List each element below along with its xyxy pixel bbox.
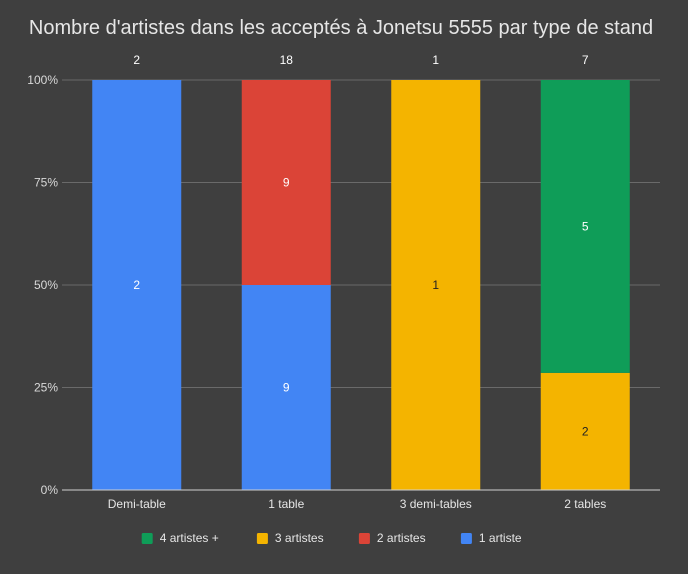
bar-segment (241, 285, 331, 490)
legend-swatch (460, 533, 472, 544)
bar-value-label: 2 (582, 424, 589, 438)
bar-value-label: 2 (133, 278, 140, 292)
bar-segment (540, 80, 630, 373)
bar-value-label: 9 (283, 381, 290, 395)
legend-entry: 3 artistes (275, 531, 324, 545)
bar-value-label: 1 (432, 278, 439, 292)
bar-total-label: 7 (582, 53, 589, 67)
bar-total-label: 2 (133, 53, 140, 67)
y-tick-label: 100% (27, 73, 58, 87)
x-tick-label: 1 table (268, 497, 304, 511)
bar-value-label: 5 (582, 219, 589, 233)
legend-swatch (256, 533, 268, 544)
bar-total-label: 18 (280, 53, 294, 67)
y-tick-label: 25% (34, 381, 58, 395)
bar-value-label: 9 (283, 176, 290, 190)
legend-entry: 1 artiste (479, 531, 522, 545)
y-tick-label: 0% (41, 483, 59, 497)
bar-segment (391, 80, 481, 490)
axes: 0% 25% 50% 75% 100% Demi-table 1 table 3 demi-t… (27, 73, 660, 511)
bar-total-label: 1 (432, 53, 439, 67)
y-tick-label: 75% (34, 176, 58, 190)
bar-segment (241, 80, 331, 285)
data-labels: 2 2 9 9 18 1 1 2 5 7 (133, 53, 589, 438)
bar-segment (92, 80, 182, 490)
legend-entry: 2 artistes (377, 531, 426, 545)
legend-entry: 4 artistes + (160, 531, 219, 545)
legend-swatch (141, 533, 153, 544)
legend-swatch (358, 533, 370, 544)
x-tick-label: Demi-table (108, 497, 166, 511)
bars (92, 80, 630, 490)
chart-title: Nombre d'artistes dans les acceptés à Jo… (29, 17, 653, 39)
y-tick-label: 50% (34, 278, 58, 292)
bar-segment (540, 372, 630, 490)
x-tick-label: 3 demi-tables (400, 497, 472, 511)
x-tick-label: 2 tables (564, 497, 606, 511)
legend: 4 artistes + 3 artistes 2 artistes 1 artist… (141, 531, 522, 545)
